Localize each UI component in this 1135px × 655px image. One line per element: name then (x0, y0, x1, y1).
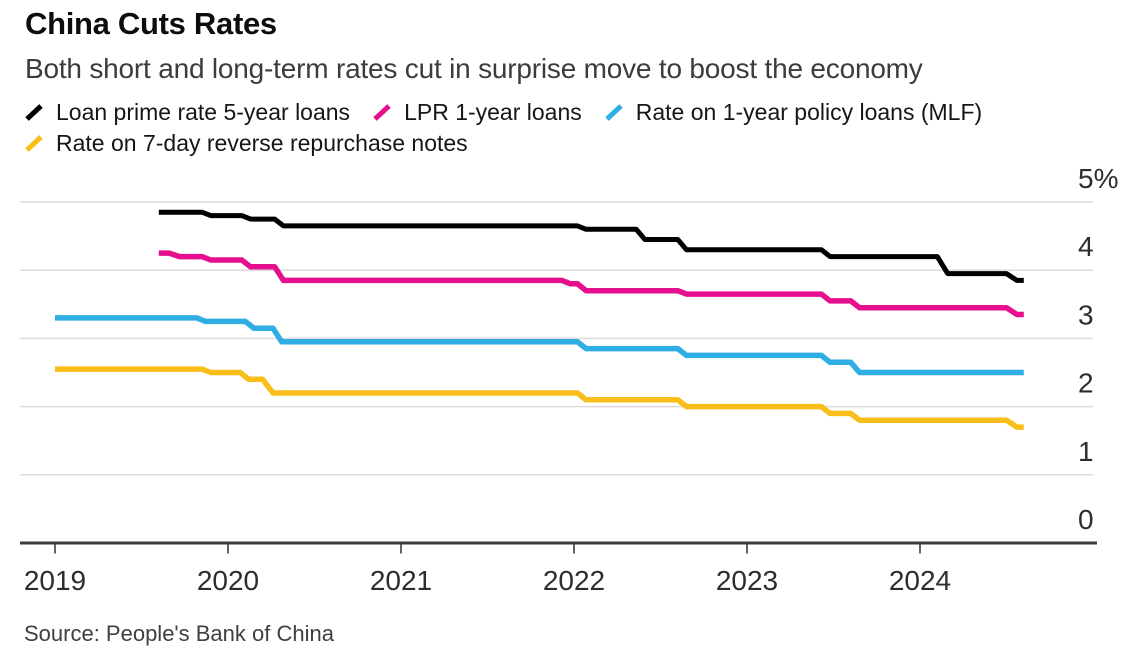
x-axis-label-2022: 2022 (543, 565, 605, 596)
x-axis-label-2023: 2023 (716, 565, 778, 596)
yellow-line-swatch-icon (25, 135, 43, 152)
y-axis-label-0: 0 (1078, 504, 1094, 535)
page-title: China Cuts Rates (25, 6, 277, 41)
series-line-mlf-1-year (55, 315, 1024, 376)
legend-label: Loan prime rate 5-year loans (56, 99, 351, 125)
legend-label: LPR 1-year loans (404, 99, 582, 125)
legend-item-lpr-5-year: Loan prime rate 5-year loans (24, 99, 350, 126)
x-axis-label-2024: 2024 (889, 565, 951, 596)
x-axis-label-2021: 2021 (370, 565, 432, 596)
legend-item-lpr-1-year: LPR 1-year loans (372, 99, 582, 126)
black-line-swatch-icon (25, 104, 43, 121)
series-line-lpr-1-year (158, 250, 1024, 318)
series-line-7-day-reverse-repo (55, 366, 1024, 430)
legend-label: Rate on 1-year policy loans (MLF) (635, 99, 983, 125)
y-axis-label-4: 4 (1078, 231, 1094, 262)
chart-subtitle: Both short and long-term rates cut in su… (25, 53, 923, 84)
y-axis-label-5%: 5% (1078, 163, 1118, 194)
x-axis-label-2020: 2020 (197, 565, 259, 596)
series-line-lpr-5-year (158, 209, 1024, 283)
chart-legend: Loan prime rate 5-year loans LPR 1-year … (24, 97, 1124, 159)
source-note: Source: People's Bank of China (24, 621, 334, 646)
blue-line-swatch-icon (605, 104, 623, 121)
magenta-line-swatch-icon (373, 104, 391, 121)
legend-item-reverse-repo: Rate on 7-day reverse repurchase notes (24, 130, 468, 157)
legend-label: Rate on 7-day reverse repurchase notes (56, 130, 468, 156)
y-axis-label-2: 2 (1078, 368, 1094, 399)
legend-row-2: Rate on 7-day reverse repurchase notes (24, 128, 1124, 159)
y-axis-label-3: 3 (1078, 299, 1094, 330)
legend-item-mlf: Rate on 1-year policy loans (MLF) (604, 99, 982, 126)
legend-row-1: Loan prime rate 5-year loans LPR 1-year … (24, 97, 1124, 128)
y-axis-label-1: 1 (1078, 436, 1094, 467)
x-axis-label-2019: 2019 (24, 565, 86, 596)
